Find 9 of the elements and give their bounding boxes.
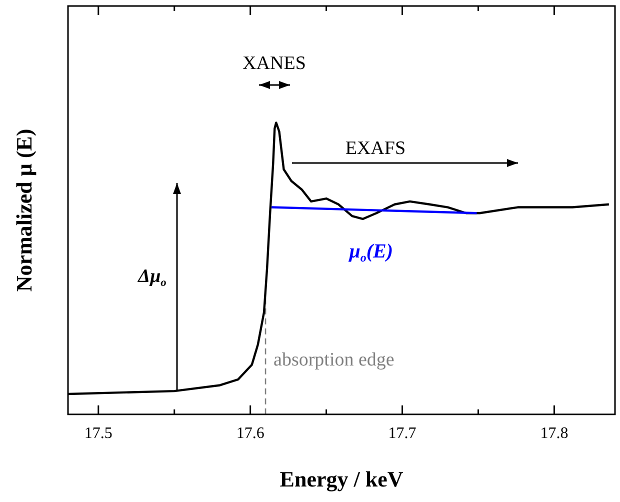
text: XANES	[242, 52, 306, 74]
y-axis-title: Normalized μ (E)	[12, 128, 37, 292]
x-tick-label: 17.5	[84, 425, 112, 442]
ref-line-label: absorption edge	[274, 349, 394, 370]
annotation: EXAFS	[345, 138, 406, 159]
x-tick-label: 17.7	[388, 425, 416, 442]
x-tick-label: 17.8	[540, 425, 568, 442]
x-axis-title: Energy / keV	[280, 466, 404, 492]
x-tick-label: 17.6	[236, 425, 264, 442]
